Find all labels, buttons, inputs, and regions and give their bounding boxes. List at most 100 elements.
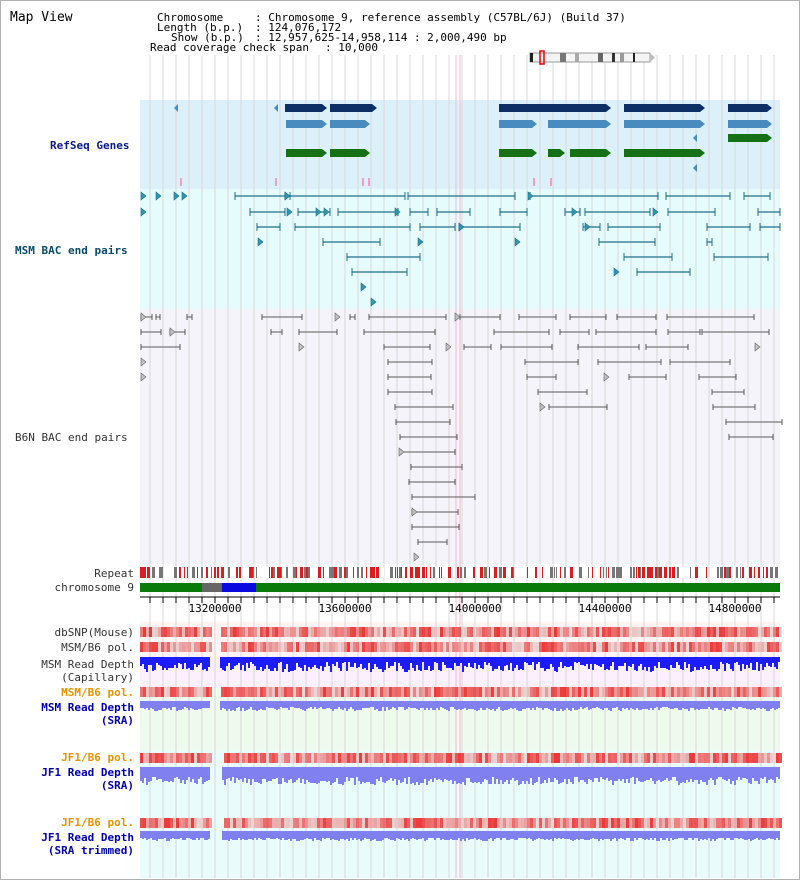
- msm-depth-sra-bar: [364, 701, 366, 708]
- jf1-b6-pol-cell: [755, 818, 758, 828]
- jf1-depth-trimmed-bar: [426, 831, 428, 840]
- jf1-depth-trimmed-bar: [324, 831, 326, 839]
- jf1-depth-sra-bar: [204, 767, 206, 782]
- msm-depth-capillary-bar: [692, 657, 694, 671]
- jf1-depth-trimmed-bar: [278, 831, 280, 839]
- jf1-depth-trimmed-bar: [466, 831, 468, 838]
- jf1-depth-sra-bar: [484, 767, 486, 779]
- dbsnp-cell: [671, 627, 674, 637]
- jf1-depth-sra-bar: [556, 767, 558, 780]
- jf1-depth-trimmed-bar: [674, 831, 676, 839]
- jf1-b6-pol-cell: [488, 753, 491, 763]
- msm-depth-sra-bar: [180, 701, 182, 710]
- msm-b6-pol-cell: [563, 687, 566, 697]
- jf1-read-depth-sra-label: JF1 Read Depth: [41, 766, 134, 779]
- msm-depth-sra-bar: [264, 701, 266, 710]
- msm-depth-sra-bar: [702, 701, 704, 709]
- jf1-b6-pol-cell: [392, 753, 395, 763]
- jf1-b6-pol-cell: [260, 753, 263, 763]
- msm-depth-capillary-bar: [584, 657, 586, 666]
- jf1-b6-pol-cell: [776, 753, 779, 763]
- repeat-mark: [588, 567, 589, 578]
- msm-b6-pol-cell: [236, 642, 239, 652]
- msm-depth-sra-bar: [758, 701, 760, 708]
- msm-depth-sra-bar: [162, 701, 164, 708]
- jf1-depth-trimmed-bar: [566, 831, 568, 839]
- msm-b6-pol-cell: [764, 642, 767, 652]
- jf1-depth-trimmed-bar: [534, 831, 536, 840]
- jf1-depth-sra-bar: [176, 767, 178, 777]
- gene-arrow: [532, 120, 537, 128]
- msm-b6-pol-cell: [371, 642, 374, 652]
- jf1-depth-sra-bar: [694, 767, 696, 780]
- jf1-depth-sra-bar: [384, 767, 386, 783]
- msm-b6-pol-cell: [407, 642, 410, 652]
- jf1-b6-pol-cell: [776, 818, 779, 828]
- jf1-b6-pol-cell: [188, 818, 191, 828]
- jf1-depth-trimmed-bar: [318, 831, 320, 840]
- jf1-depth-sra-bar: [582, 767, 584, 780]
- jf1-depth-sra-bar: [328, 767, 330, 781]
- msm-depth-capillary-bar: [142, 657, 144, 664]
- dbsnp-cell: [164, 627, 167, 637]
- jf1-b6-pol-cell: [431, 818, 434, 828]
- jf1-depth-sra-bar: [492, 767, 494, 777]
- msm-b6-pol-cell: [365, 687, 368, 697]
- msm-b6-pol-cell: [659, 642, 662, 652]
- jf1-depth-trimmed-bar: [264, 831, 266, 840]
- jf1-depth-trimmed-bar: [274, 831, 276, 839]
- jf1-b6-pol-cell: [164, 753, 167, 763]
- repeat-mark: [677, 567, 679, 578]
- jf1-depth-trimmed-bar: [714, 831, 716, 841]
- jf1-depth-trimmed-bar: [270, 831, 272, 839]
- dbsnp-cell: [668, 627, 671, 637]
- msm-depth-sra-bar: [722, 701, 724, 708]
- repeat-mark: [616, 567, 619, 578]
- repeat-mark: [390, 567, 393, 578]
- msm-depth-capillary-bar: [442, 657, 444, 662]
- msm-depth-capillary-bar: [180, 657, 182, 664]
- msm-depth-capillary-bar: [778, 657, 780, 662]
- jf1-depth-sra-bar: [558, 767, 560, 784]
- jf1-depth-trimmed-bar: [198, 831, 200, 840]
- jf1-depth-trimmed-bar: [208, 831, 210, 839]
- jf1-depth-trimmed-bar: [646, 831, 648, 839]
- jf1-depth-trimmed-bar: [658, 831, 660, 841]
- jf1-depth-sra-bar: [184, 767, 186, 784]
- jf1-depth-sra-bar: [292, 767, 294, 783]
- jf1-b6-pol-cell: [269, 753, 272, 763]
- dbsnp-cell: [515, 627, 518, 637]
- msm-b6-pol-cell: [197, 642, 200, 652]
- repeat-mark: [754, 567, 755, 578]
- jf1-depth-sra-bar: [346, 767, 348, 777]
- msm-b6-pol-cell: [770, 687, 773, 697]
- jf1-depth-sra-bar: [626, 767, 628, 779]
- msm-b6-pol-cell: [521, 642, 524, 652]
- b6n-bac-marker: [298, 342, 305, 352]
- jf1-b6-pol-cell: [479, 818, 482, 828]
- msm-b6-pol-cell: [419, 687, 422, 697]
- msm-depth-sra-bar: [494, 701, 496, 711]
- jf1-depth-sra-bar: [306, 767, 308, 780]
- msm-b6-pol-cell: [692, 642, 695, 652]
- msm-depth-capillary-bar: [648, 657, 650, 667]
- msm-depth-capillary-bar: [368, 657, 370, 663]
- jf1-depth-trimmed-bar: [722, 831, 724, 838]
- msm-depth-sra-bar: [396, 701, 398, 710]
- repeat-mark: [527, 567, 528, 578]
- jf1-b6-pol-cell: [416, 753, 419, 763]
- msm-b6-pol-cell: [776, 687, 779, 697]
- msm-depth-capillary-bar: [206, 657, 208, 671]
- msm-b6-pol-cell: [251, 642, 254, 652]
- repeat-mark: [546, 567, 548, 578]
- dbsnp-cell: [317, 627, 320, 637]
- gene-arrow: [767, 134, 772, 142]
- jf1-b6-pol-cell: [536, 753, 539, 763]
- msm-b6-pol-cell: [752, 687, 755, 697]
- jf1-depth-trimmed-bar: [588, 831, 590, 840]
- repeat-mark: [726, 567, 729, 578]
- msm-depth-sra-bar: [258, 701, 260, 710]
- jf1-depth-sra-bar: [728, 767, 730, 779]
- msm-b6-pol-cell: [779, 687, 782, 697]
